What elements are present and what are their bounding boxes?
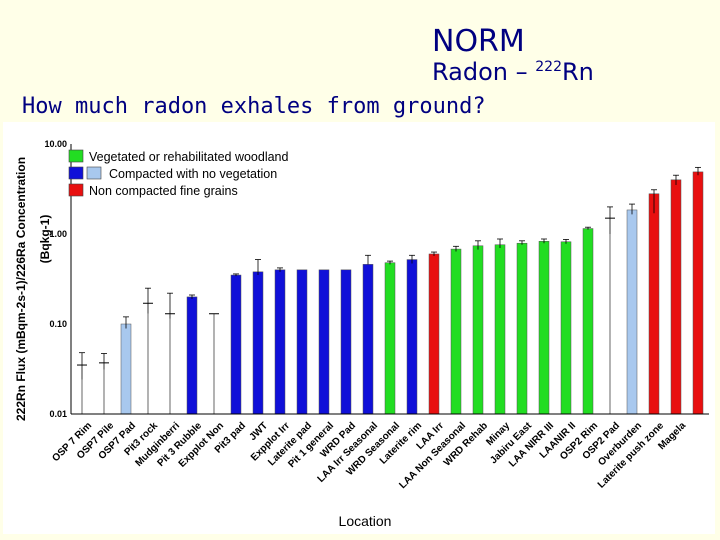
y-tick-label: 10.00 <box>44 139 67 149</box>
bar <box>648 193 660 415</box>
legend-swatch <box>68 166 84 180</box>
bar <box>384 262 396 415</box>
y-tick-label: 1.00 <box>49 229 67 239</box>
x-axis-label: Location <box>339 513 392 529</box>
bar <box>450 248 462 415</box>
subtitle-isotope: 222 <box>535 59 562 75</box>
bar <box>472 245 484 415</box>
y-tick-label: 0.01 <box>49 409 67 419</box>
bar <box>296 269 308 415</box>
bar <box>120 323 132 415</box>
bar <box>626 209 638 415</box>
subtitle-element: Rn <box>561 58 594 86</box>
y-tick-label: 0.10 <box>49 319 67 329</box>
legend-label: Vegetated or rehabilitated woodland <box>89 150 289 164</box>
bar <box>274 269 286 415</box>
bar <box>230 274 242 415</box>
bar <box>186 296 198 415</box>
bar <box>560 241 572 415</box>
bar <box>582 228 594 415</box>
slide-subtitle: Radon – 222Rn <box>432 58 594 86</box>
legend-swatch <box>86 166 102 180</box>
bar <box>318 269 330 415</box>
bar <box>692 171 704 415</box>
bar <box>362 264 374 415</box>
bar <box>538 241 550 415</box>
chart-panel: 10.00 1.00 0.10 0.01 222Rn Flux (mBqm-2s-1)/… <box>3 122 715 534</box>
legend-swatch <box>68 149 84 163</box>
bar <box>670 179 682 415</box>
y-axis-label-line2: (Bqkg-1) <box>38 215 52 264</box>
subtitle-text: Radon – <box>432 58 536 86</box>
bar <box>340 269 352 415</box>
bar <box>494 244 506 415</box>
legend-label: Compacted with no vegetation <box>109 167 277 181</box>
legend-label: Non compacted fine grains <box>89 184 238 198</box>
bar <box>428 253 440 415</box>
slide-question: How much radon exhales from ground? <box>22 94 486 119</box>
y-axis-label-line1: 222Rn Flux (mBqm-2s-1)/226Ra Concentrati… <box>14 157 28 421</box>
bar <box>406 259 418 415</box>
radon-flux-chart: 10.00 1.00 0.10 0.01 222Rn Flux (mBqm-2s-1)/… <box>14 139 709 529</box>
bar <box>252 271 264 415</box>
bar <box>516 242 528 415</box>
slide-title: NORM <box>432 24 525 59</box>
legend-swatch <box>68 183 84 197</box>
